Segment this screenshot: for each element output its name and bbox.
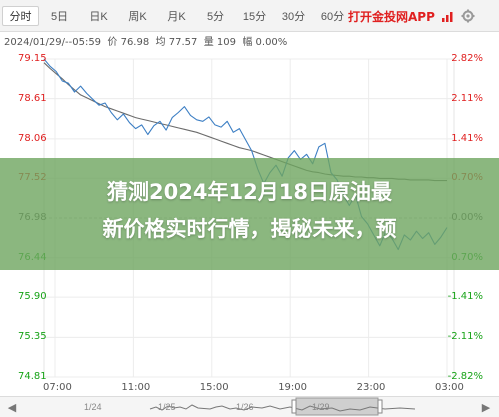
date-navigator[interactable]: ◀ 1/24 1/25 1/26 1/29 ▶ (0, 396, 499, 417)
tab-intraday[interactable]: 分时 (2, 5, 39, 26)
x-tick-label: 07:00 (43, 382, 72, 393)
nav-date-2: 1/25 (158, 402, 176, 412)
signal-bars-icon (441, 12, 453, 22)
y-tick-label-right: -2.82% (447, 371, 483, 382)
gear-icon[interactable] (461, 9, 475, 23)
tab-5day[interactable]: 5日 (50, 10, 69, 23)
headline-banner: 猜测2024年12月18日原油最 新价格实时行情，揭秘未来，预 (0, 158, 499, 270)
x-tick-label: 19:00 (278, 382, 308, 393)
y-tick-label-left: 79.15 (18, 53, 47, 64)
y-tick-label-right: 2.11% (451, 92, 483, 104)
tab-15min[interactable]: 15分 (242, 10, 267, 23)
y-tick-label-left: 75.90 (18, 291, 47, 303)
x-tick-label: 23:00 (356, 382, 386, 393)
x-tick-label: 15:00 (199, 382, 229, 393)
y-tick-label-left: 78.06 (18, 132, 47, 144)
y-tick-label-right: 2.82% (451, 53, 483, 64)
period-tab-bar: 分时 5日 日K 周K 月K 5分 15分 30分 60分 (0, 0, 499, 32)
tab-daily-k[interactable]: 日K (89, 10, 108, 23)
y-tick-label-left: 75.35 (18, 331, 47, 343)
y-tick-label-right: -2.11% (447, 331, 483, 343)
tab-5min[interactable]: 5分 (206, 10, 225, 23)
y-tick-label-right: 1.41% (451, 132, 483, 144)
nav-date-4: 1/29 (312, 402, 330, 412)
y-tick-label-right: -1.41% (447, 291, 483, 303)
app-promo[interactable]: 打开金投网APP (348, 6, 475, 26)
headline-line-1: 猜测2024年12月18日原油最 (107, 180, 392, 204)
price-info-line: 2024/01/29/--05:59 价 76.98 均 77.57 量 109… (4, 37, 288, 48)
x-tick-label: 03:00 (435, 382, 464, 393)
headline-line-2: 新价格实时行情，揭秘未来，预 (102, 217, 397, 241)
nav-date-3: 1/26 (236, 402, 254, 412)
y-tick-label-left: 74.81 (18, 371, 47, 382)
tab-monthly-k[interactable]: 月K (167, 10, 186, 23)
x-tick-label: 11:00 (121, 382, 151, 393)
tab-30min[interactable]: 30分 (281, 10, 306, 23)
y-tick-label-left: 78.61 (18, 92, 47, 104)
navigator-minimap[interactable] (40, 397, 460, 416)
open-app-link[interactable]: 打开金投网APP (348, 9, 435, 24)
tab-60min[interactable]: 60分 (320, 10, 345, 23)
tab-weekly-k[interactable]: 周K (128, 10, 147, 23)
nav-left-arrow[interactable]: ◀ (7, 401, 17, 414)
nav-right-arrow[interactable]: ▶ (481, 401, 491, 414)
nav-date-1: 1/24 (84, 402, 102, 412)
